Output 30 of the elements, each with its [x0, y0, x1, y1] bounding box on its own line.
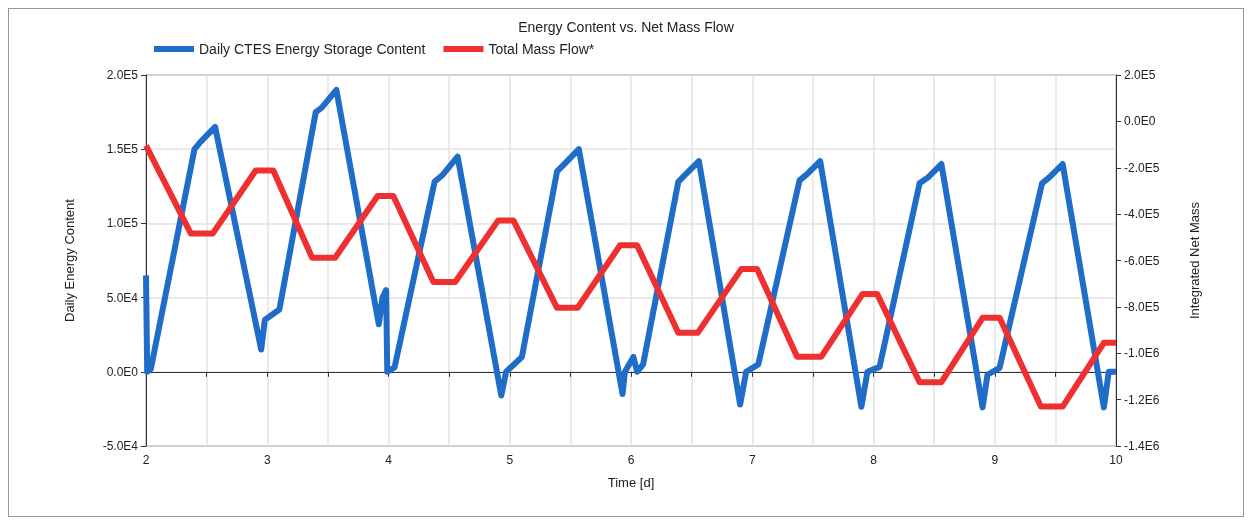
x-tick-label: 8: [870, 453, 878, 467]
y-tick-label: 2.0E5: [106, 68, 139, 82]
legend-label: Total Mass Flow*: [488, 41, 595, 57]
x-tick-label: 6: [627, 453, 635, 467]
y-tick-label: 1.5E5: [106, 142, 139, 157]
y-tick-label: 1.0E5: [106, 216, 139, 231]
x-tick-label: 2: [142, 453, 150, 467]
chart-title: Energy Content vs. Net Mass Flow: [518, 19, 735, 35]
y-tick-label: -5.0E4: [102, 439, 139, 453]
y2-tick-label: -8.0E5: [1124, 299, 1160, 314]
x-axis-title: Time [d]: [607, 475, 655, 490]
x-tick-label: 4: [385, 453, 393, 467]
y2-tick-label: -4.0E5: [1124, 207, 1160, 222]
legend-label: Daily CTES Energy Storage Content: [199, 41, 426, 57]
y2-tick-label: -1.2E6: [1124, 392, 1160, 407]
x-tick-label: 7: [748, 453, 756, 467]
x-tick-label: 3: [263, 453, 271, 467]
y2-tick-label: -2.0E5: [1124, 160, 1160, 175]
x-tick-label: 10: [1109, 453, 1123, 467]
y2-axis-title: Integrated Net Mass: [1187, 201, 1202, 320]
y2-tick-label: 0.0E0: [1124, 114, 1156, 129]
x-tick-label: 9: [991, 453, 999, 467]
y-tick-label: 0.0E0: [106, 364, 139, 379]
y2-tick-label: -1.0E6: [1124, 346, 1160, 361]
y2-tick-label: -1.4E6: [1124, 439, 1160, 453]
y-tick-label: 5.0E4: [106, 290, 139, 305]
x-tick-label: 5: [506, 453, 514, 467]
y2-tick-label: -6.0E5: [1124, 253, 1160, 268]
y-axis-title: Daily Energy Content: [62, 198, 77, 322]
y2-tick-label: 2.0E5: [1124, 68, 1156, 82]
